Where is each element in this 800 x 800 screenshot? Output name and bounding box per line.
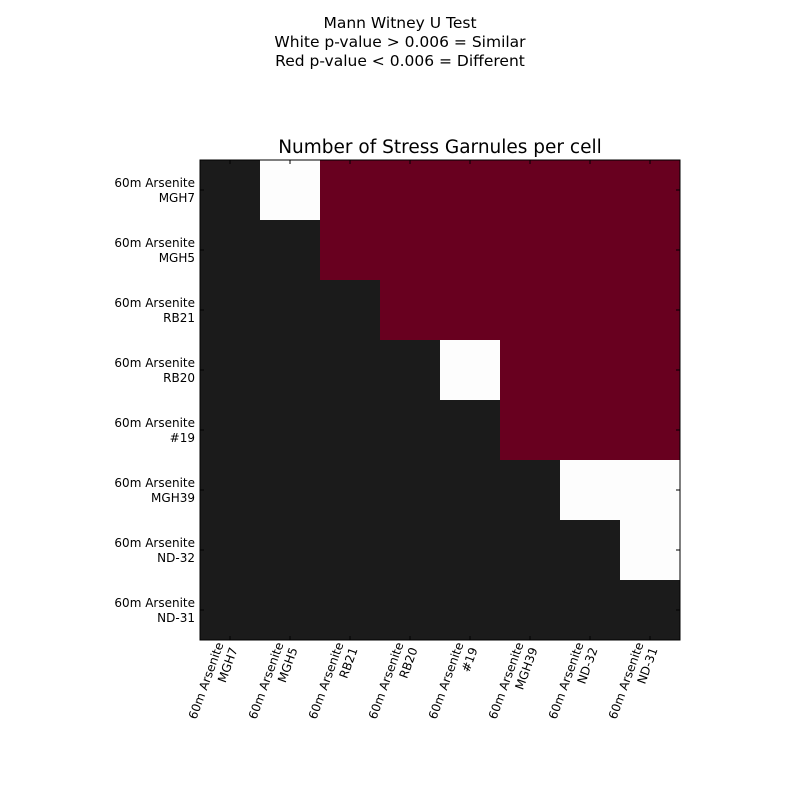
x-tick-labels: 60m ArseniteMGH7 60m ArseniteMGH5 60m Arse… [186,640,661,726]
heatmap-cell-6-3 [380,520,441,581]
tick-marks [200,160,680,640]
suptitle-line-1: Mann Witney U Test [323,14,477,32]
heatmap-cell-3-0 [200,340,261,401]
heatmap-cell-6-5 [500,520,561,581]
y-tick-label-2: 60m Arsenite RB21 [114,296,195,325]
x-tick-label-7: 60m ArseniteND-31 [606,640,661,726]
svg-text:60m ArseniteND-31: 60m ArseniteND-31 [606,640,661,726]
heatmap-cells [200,160,681,641]
heatmap-cell-0-3 [380,160,441,221]
heatmap-cell-4-3 [380,400,441,461]
svg-text:60m ArseniteRB21: 60m ArseniteRB21 [306,640,361,726]
heatmap-cell-1-5 [500,220,561,281]
heatmap-cell-1-4 [440,220,501,281]
x-tick-label-6: 60m ArseniteND-32 [546,640,601,726]
heatmap-cell-0-7 [620,160,681,221]
heatmap-cell-5-7 [620,460,681,521]
suptitle-line-2: White p-value > 0.006 = Similar [274,33,526,51]
heatmap-cell-2-3 [380,280,441,341]
heatmap-cell-1-0 [200,220,261,281]
heatmap-cell-7-1 [260,580,321,641]
x-tick-label-5: 60m ArseniteMGH39 [486,640,541,726]
figure-suptitle: Mann Witney U Test White p-value > 0.006… [0,14,800,71]
heatmap-cell-1-7 [620,220,681,281]
heatmap-cell-3-2 [320,340,381,401]
heatmap-cell-0-4 [440,160,501,221]
heatmap-cell-4-6 [560,400,621,461]
heatmap-cell-6-2 [320,520,381,581]
heatmap-cell-1-6 [560,220,621,281]
heatmap-cell-1-2 [320,220,381,281]
heatmap-cell-7-2 [320,580,381,641]
heatmap-cell-5-2 [320,460,381,521]
heatmap-cell-0-1 [260,160,321,221]
heatmap-cell-6-6 [560,520,621,581]
plot-frame [199,159,681,641]
heatmap-cell-3-3 [380,340,441,401]
heatmap-cell-2-4 [440,280,501,341]
heatmap-cell-1-1 [260,220,321,281]
suptitle-line-3: Red p-value < 0.006 = Different [275,52,525,70]
heatmap-cell-1-3 [380,220,441,281]
heatmap-cell-3-4 [440,340,501,401]
heatmap-cell-2-0 [200,280,261,341]
heatmap-cell-0-2 [320,160,381,221]
heatmap-cell-2-7 [620,280,681,341]
svg-text:60m ArseniteMGH7: 60m ArseniteMGH7 [186,640,241,726]
x-tick-label-4: 60m Arsenite#19 [426,640,481,726]
heatmap-cell-0-6 [560,160,621,221]
chart-title: Number of Stress Garnules per cell [278,137,602,158]
heatmap-cell-4-1 [260,400,321,461]
heatmap-cell-6-7 [620,520,681,581]
heatmap-cell-4-7 [620,400,681,461]
y-tick-label-6: 60m Arsenite ND-32 [114,536,195,565]
heatmap-cell-3-6 [560,340,621,401]
heatmap-cell-7-0 [200,580,261,641]
heatmap-cell-0-5 [500,160,561,221]
heatmap-cell-6-1 [260,520,321,581]
svg-text:60m ArseniteMGH5: 60m ArseniteMGH5 [246,640,301,726]
heatmap-cell-5-3 [380,460,441,521]
heatmap-cell-6-0 [200,520,261,581]
svg-text:60m ArseniteMGH39: 60m ArseniteMGH39 [486,640,541,726]
x-tick-label-0: 60m ArseniteMGH7 [186,640,241,726]
heatmap-cell-2-1 [260,280,321,341]
heatmap-cell-2-6 [560,280,621,341]
y-tick-label-5: 60m Arsenite MGH39 [114,476,195,505]
heatmap-cell-7-6 [560,580,621,641]
heatmap-cell-2-2 [320,280,381,341]
heatmap-cell-5-0 [200,460,261,521]
x-tick-label-3: 60m ArseniteRB20 [366,640,421,726]
heatmap-cell-4-5 [500,400,561,461]
heatmap-cell-4-2 [320,400,381,461]
heatmap-cell-4-0 [200,400,261,461]
heatmap-cell-4-4 [440,400,501,461]
svg-text:60m Arsenite#19: 60m Arsenite#19 [426,640,481,726]
svg-text:60m ArseniteRB20: 60m ArseniteRB20 [366,640,421,726]
heatmap-cell-5-1 [260,460,321,521]
y-tick-label-1: 60m Arsenite MGH5 [114,236,195,265]
y-tick-label-0: 60m Arsenite MGH7 [114,176,195,205]
heatmap-cell-3-5 [500,340,561,401]
heatmap-cell-5-6 [560,460,621,521]
y-tick-label-3: 60m Arsenite RB20 [114,356,195,385]
heatmap-cell-2-5 [500,280,561,341]
heatmap-cell-7-7 [620,580,681,641]
heatmap-cell-7-3 [380,580,441,641]
heatmap-cell-3-7 [620,340,681,401]
heatmap-cell-7-4 [440,580,501,641]
y-tick-label-7: 60m Arsenite ND-31 [114,596,195,625]
heatmap-cell-6-4 [440,520,501,581]
svg-text:60m ArseniteND-32: 60m ArseniteND-32 [546,640,601,726]
heatmap-cell-3-1 [260,340,321,401]
heatmap-cell-5-5 [500,460,561,521]
x-tick-label-2: 60m ArseniteRB21 [306,640,361,726]
heatmap-cell-5-4 [440,460,501,521]
x-tick-label-1: 60m ArseniteMGH5 [246,640,301,726]
y-tick-label-4: 60m Arsenite #19 [114,416,195,445]
y-tick-labels: 60m Arsenite MGH7 60m Arsenite MGH5 60m Arse… [114,176,195,625]
heatmap-cell-7-5 [500,580,561,641]
heatmap-cell-0-0 [200,160,261,221]
